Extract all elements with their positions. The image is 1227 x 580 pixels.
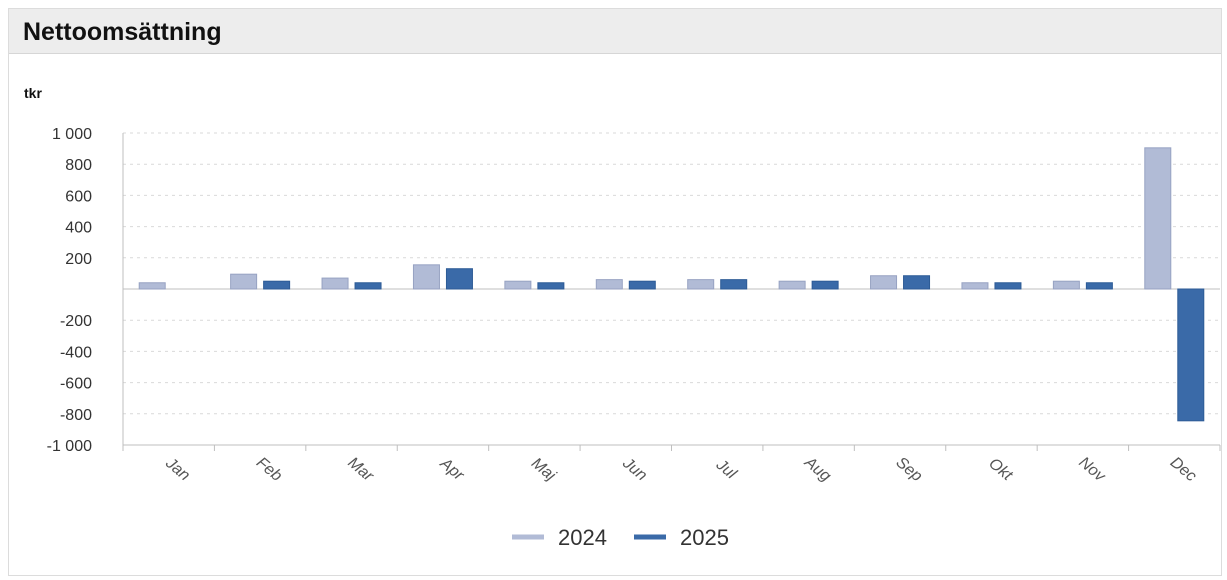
y-tick-label: -800 [60, 407, 92, 424]
y-tick-label: -1 000 [47, 438, 92, 455]
bar-2025-okt[interactable] [994, 282, 1022, 290]
bar-2025-jul[interactable] [720, 279, 748, 290]
bar-2024-jul[interactable] [687, 279, 715, 290]
chart-panel: Nettoomsättning [8, 8, 1222, 576]
bar-2025-jun[interactable] [628, 280, 656, 290]
legend-label-2024[interactable]: 2024 [558, 525, 607, 550]
bar-2024-mar[interactable] [321, 277, 349, 290]
axes [122, 133, 1221, 451]
y-tick-label: 1 000 [52, 126, 92, 143]
y-tick-label: 800 [65, 157, 92, 174]
bar-2025-sep[interactable] [903, 275, 931, 290]
y-axis-ticks: 1 000 800 600 400 200 -200 -400 -600 -800 -1 000 [47, 126, 92, 455]
panel-header: Nettoomsättning [9, 9, 1221, 54]
bar-2024-dec[interactable] [1144, 147, 1172, 290]
bar-2025-feb[interactable] [263, 280, 291, 290]
bar-2025-maj[interactable] [537, 282, 565, 290]
unit-label: tkr [24, 85, 42, 101]
x-tick-label: Mar [344, 454, 377, 485]
bar-2025-dec[interactable] [1177, 288, 1205, 422]
bar-2024-apr[interactable] [412, 264, 440, 290]
x-tick-label: Okt [985, 455, 1015, 484]
x-tick-label: Nov [1075, 454, 1108, 486]
bar-2024-sep[interactable] [870, 275, 898, 290]
bar-2025-apr[interactable] [445, 268, 473, 290]
x-tick-label: Sep [893, 454, 926, 485]
x-tick-label: Jan [161, 454, 193, 484]
legend-label-2025[interactable]: 2025 [680, 525, 729, 550]
bars [138, 147, 1205, 422]
y-tick-label: 400 [65, 220, 92, 237]
bar-2024-aug[interactable] [778, 280, 806, 290]
gridlines [123, 132, 1220, 415]
bar-2025-nov[interactable] [1085, 282, 1113, 290]
x-tick-label: Maj [528, 455, 559, 485]
y-tick-label: 600 [65, 188, 92, 205]
x-tick-label: Dec [1167, 454, 1200, 485]
x-tick-label: Apr [436, 454, 467, 484]
bar-2024-okt[interactable] [961, 282, 989, 290]
legend[interactable]: 2024 2025 [512, 525, 729, 550]
x-tick-label: Aug [800, 453, 834, 485]
y-tick-label: 200 [65, 251, 92, 268]
bar-2024-nov[interactable] [1052, 280, 1080, 290]
bar-2024-maj[interactable] [504, 280, 532, 290]
bar-2025-aug[interactable] [811, 280, 839, 290]
bar-2024-feb[interactable] [230, 273, 258, 290]
page-title: Nettoomsättning [23, 18, 222, 46]
x-tick-label: Jun [619, 454, 651, 484]
x-tick-label: Feb [253, 454, 285, 485]
y-tick-label: -400 [60, 344, 92, 361]
x-tick-label: Jul [712, 456, 740, 483]
bar-2024-jan[interactable] [138, 282, 166, 290]
x-axis-ticks: Jan Feb Mar Apr Maj Jun Jul Aug Sep Okt Nov Dec [161, 453, 1199, 486]
bar-2024-jun[interactable] [595, 279, 623, 290]
bar-2025-mar[interactable] [354, 282, 382, 290]
y-tick-label: -200 [60, 313, 92, 330]
y-tick-label: -600 [60, 376, 92, 393]
